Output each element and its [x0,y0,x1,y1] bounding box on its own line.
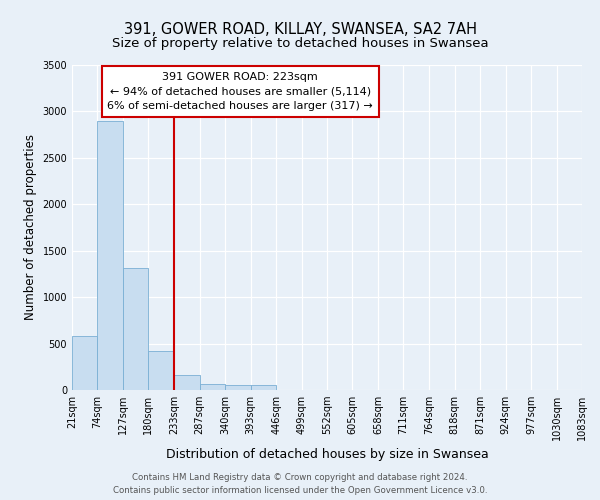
Text: 391 GOWER ROAD: 223sqm
← 94% of detached houses are smaller (5,114)
6% of semi-d: 391 GOWER ROAD: 223sqm ← 94% of detached… [107,72,373,111]
Bar [200,384,225,390]
X-axis label: Distribution of detached houses by size in Swansea: Distribution of detached houses by size … [166,448,488,462]
Bar [251,386,276,390]
Y-axis label: Number of detached properties: Number of detached properties [24,134,37,320]
Bar [123,268,148,390]
Text: Contains HM Land Registry data © Crown copyright and database right 2024.
Contai: Contains HM Land Registry data © Crown c… [113,474,487,495]
Text: 391, GOWER ROAD, KILLAY, SWANSEA, SA2 7AH: 391, GOWER ROAD, KILLAY, SWANSEA, SA2 7A… [124,22,476,38]
Bar [72,336,97,390]
Bar [225,386,251,390]
Bar [97,120,123,390]
Bar [148,351,174,390]
Bar [174,375,200,390]
Text: Size of property relative to detached houses in Swansea: Size of property relative to detached ho… [112,38,488,51]
